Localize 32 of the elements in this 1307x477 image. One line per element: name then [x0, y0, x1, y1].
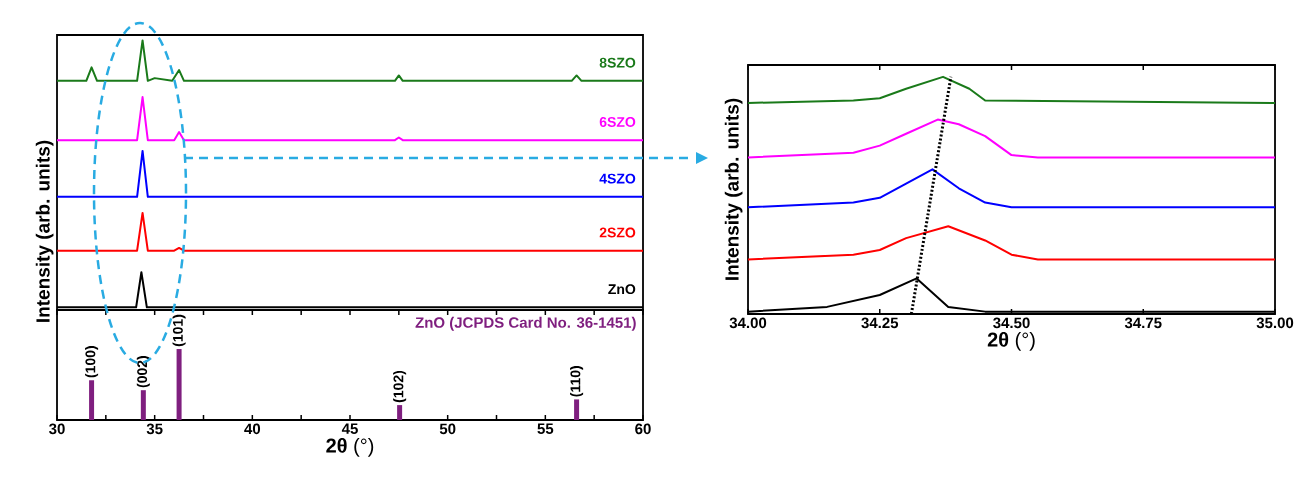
x-tick-label: 55	[537, 423, 554, 434]
annotation: (101)	[172, 314, 186, 347]
y-axis-title: Intensity (arb. units)	[35, 140, 54, 322]
series-label: 2SZO	[599, 227, 636, 238]
x-tick-label: 34.50	[993, 317, 1030, 329]
x-tick-label: 45	[341, 423, 358, 434]
x-tick-label: 34.00	[729, 317, 767, 329]
series-label: 8SZO	[599, 57, 636, 68]
x-tick-label: 30	[49, 423, 65, 435]
bar	[89, 380, 95, 420]
annotation: (100)	[85, 346, 99, 378]
text: ZnO (JCPDS Card No. 36-1451)	[415, 316, 636, 331]
x-axis-title: 2θ (°)	[326, 438, 374, 457]
bar	[574, 399, 580, 420]
series-label: 6SZO	[599, 117, 636, 127]
x-axis-title: 2θ (°)	[987, 332, 1035, 351]
annotation: (102)	[393, 370, 407, 403]
series-label: ZnO	[608, 284, 636, 295]
annotation: (110)	[570, 366, 584, 397]
x-tick-label: 60	[635, 423, 651, 435]
series-label: 4SZO	[599, 173, 636, 184]
bar	[140, 390, 146, 420]
x-tick-label: 50	[439, 423, 456, 435]
x-tick-label: 40	[244, 423, 261, 435]
x-tick-label: 34.75	[1124, 317, 1162, 329]
y-axis-title: Intensity (arb. units)	[724, 98, 743, 280]
bar	[176, 349, 182, 420]
x-tick-label: 35	[146, 423, 163, 435]
annotation: (002)	[136, 356, 150, 388]
x-tick-label: 35.00	[1256, 317, 1294, 329]
bar	[397, 405, 403, 420]
x-tick-label: 34.25	[861, 317, 899, 329]
